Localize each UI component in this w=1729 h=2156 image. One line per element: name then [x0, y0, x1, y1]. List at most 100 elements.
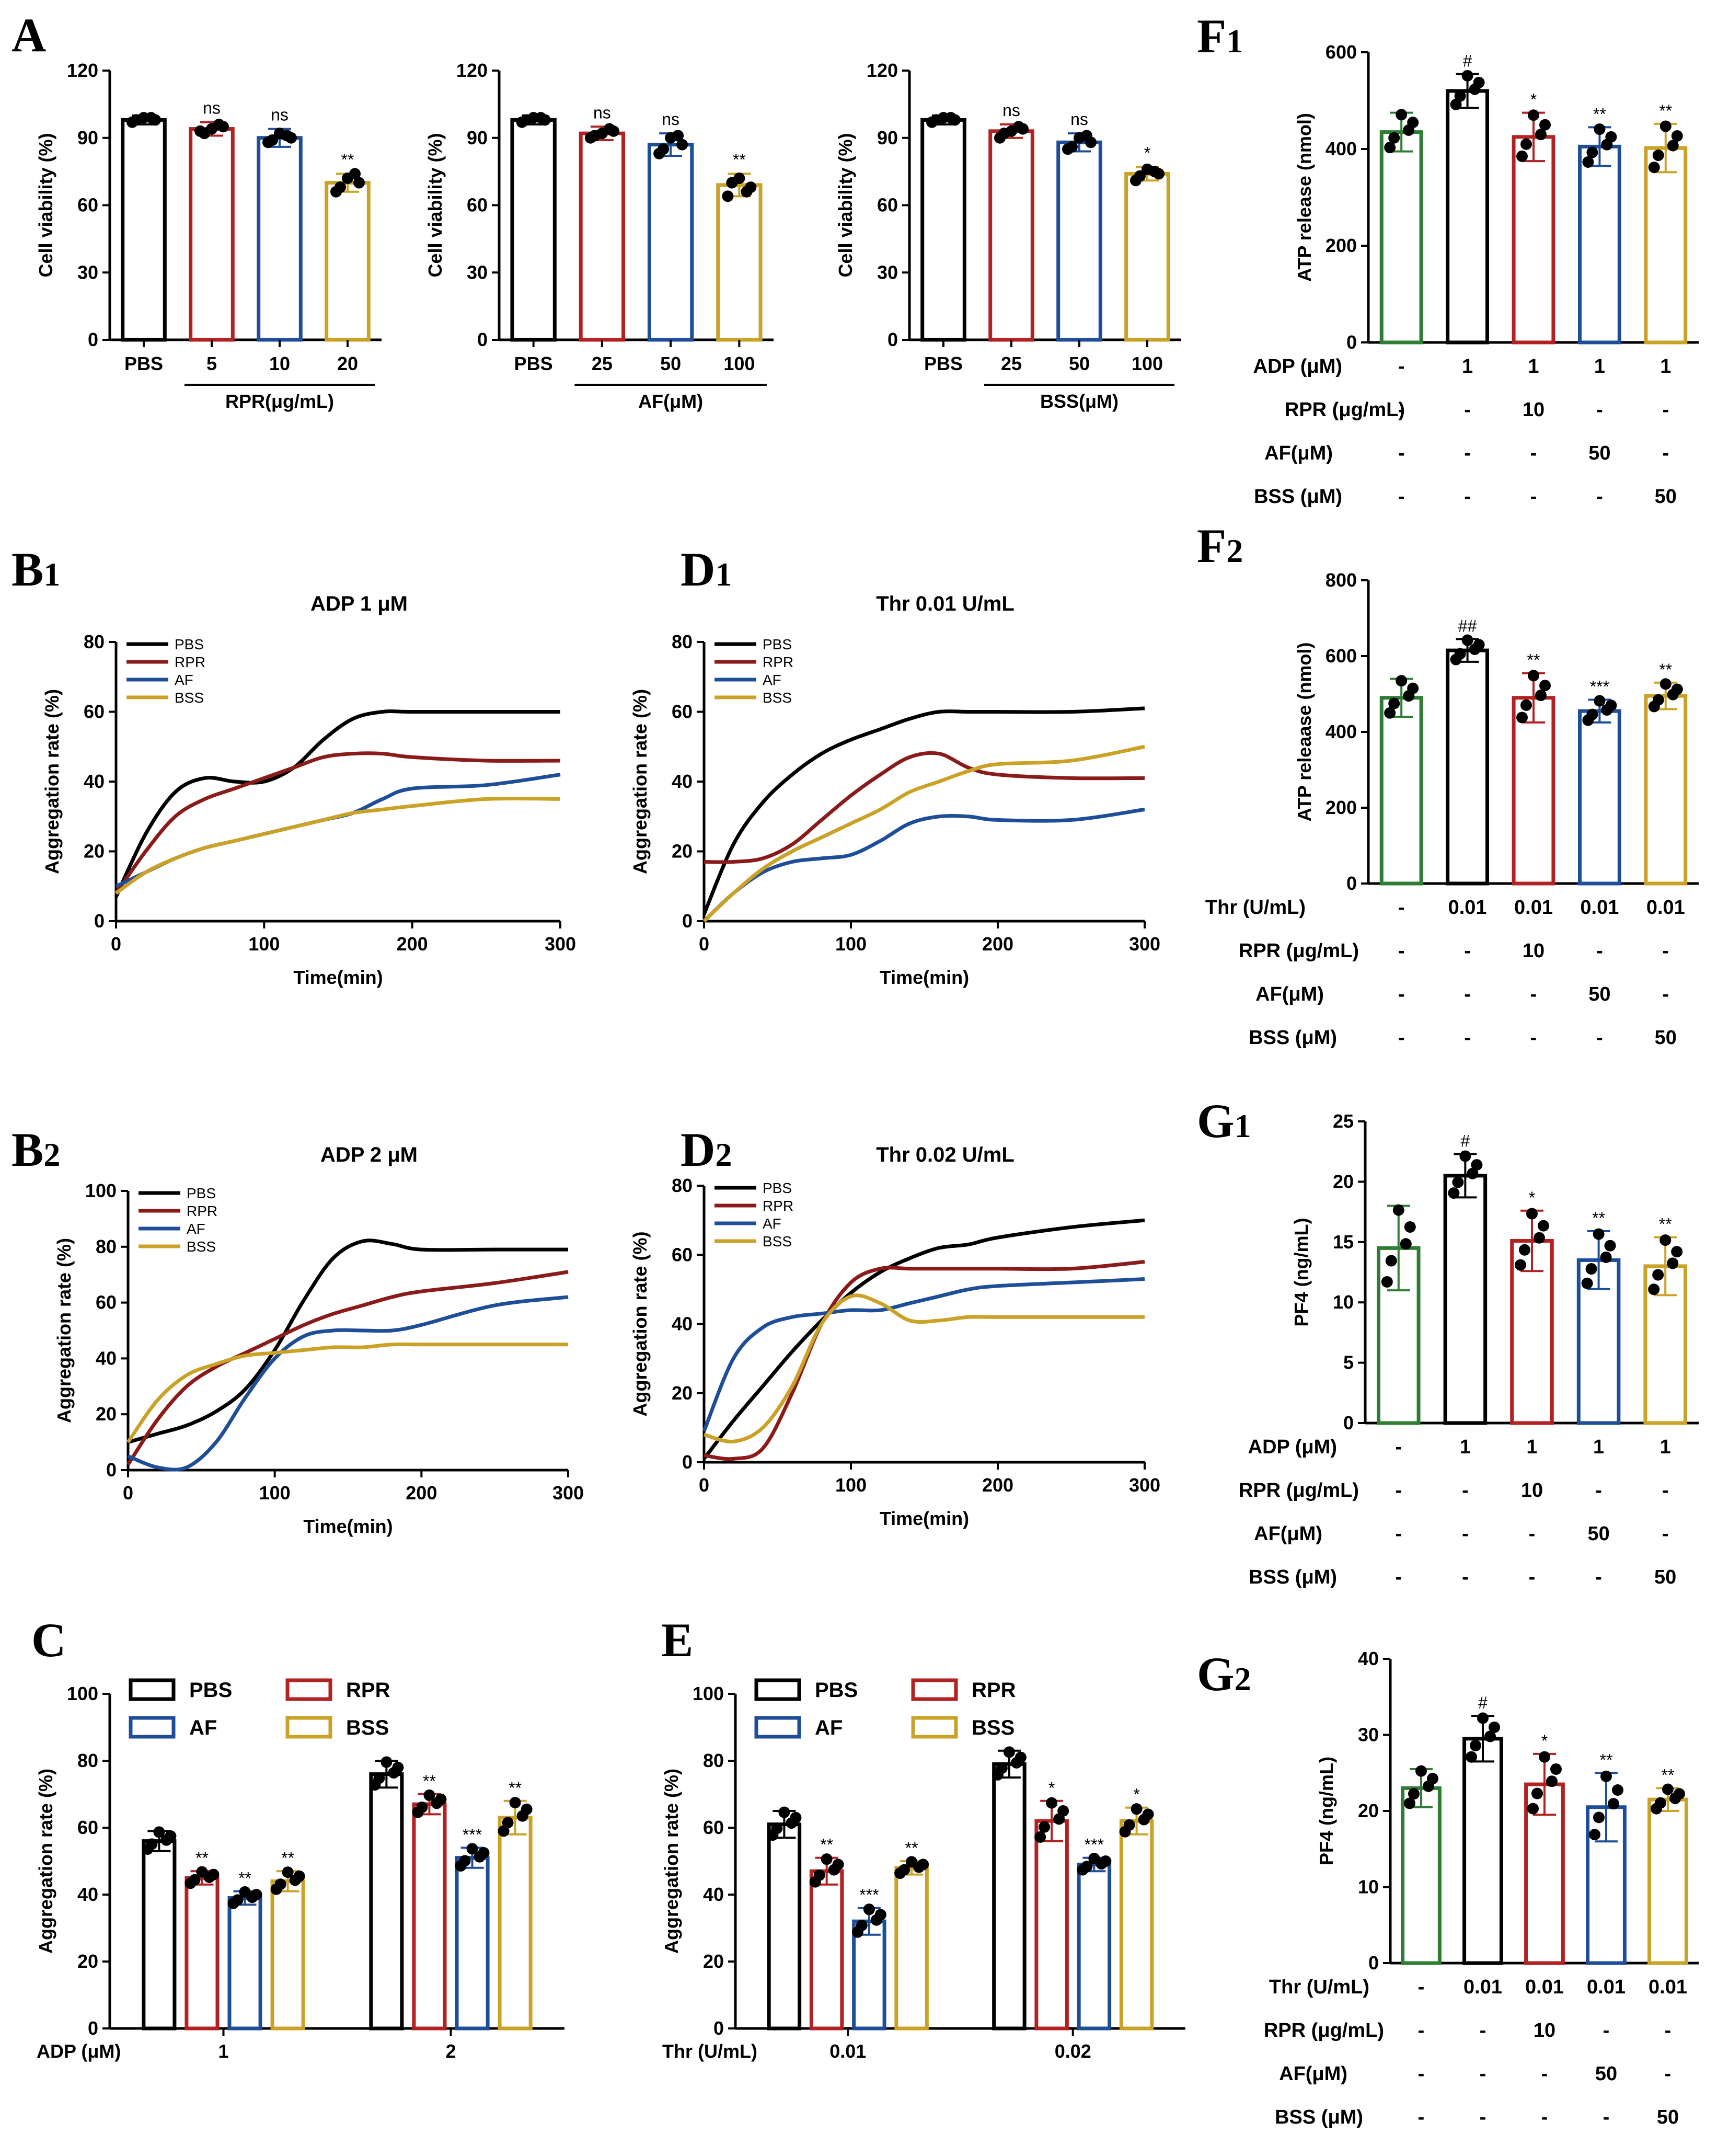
condition-cell: 50	[1595, 2063, 1617, 2085]
x-tick-label: 2	[445, 2040, 456, 2062]
legend-label: PBS	[763, 636, 792, 652]
bar	[809, 1869, 844, 2031]
significance-mark: ns	[271, 106, 289, 124]
panel-label-sub: 2	[43, 1136, 60, 1173]
significance-mark: **	[1600, 1750, 1613, 1769]
condition-label: AF(μM)	[1279, 2063, 1347, 2085]
chart-C: 0 20 40 60 80 100 Aggregation rate (%) ** ** ** 1 *…	[35, 1678, 564, 2062]
data-point	[289, 1874, 301, 1886]
condition-cell: -	[1665, 2063, 1672, 2085]
condition-label: Thr (U/mL)	[1269, 1976, 1369, 1998]
condition-cell: 1	[1594, 355, 1605, 377]
condition-cell: -	[1398, 399, 1405, 421]
x-tick-label: 0	[699, 1474, 709, 1496]
data-point	[786, 1817, 798, 1829]
bar	[270, 1879, 305, 2031]
x-tick-label: 0.02	[1055, 2040, 1091, 2062]
y-axis-label: ATP release (nmol)	[1294, 113, 1315, 282]
condition-cell: -	[1662, 940, 1669, 962]
data-point	[1403, 690, 1415, 702]
y-tick-label: 90	[467, 127, 488, 148]
condition-cell: 1	[1462, 355, 1473, 377]
data-point	[863, 1903, 875, 1916]
group-label: RPR(μg/mL)	[225, 391, 334, 412]
condition-cell: -	[1398, 940, 1405, 962]
data-point	[509, 1797, 521, 1808]
y-tick-label: 0	[1343, 1412, 1354, 1433]
legend-swatch	[911, 1716, 958, 1739]
legend-label: AF	[187, 1221, 205, 1237]
bar	[1077, 1862, 1112, 2031]
condition-cell: 50	[1588, 983, 1610, 1005]
data-point	[1538, 1220, 1549, 1232]
chart-title: ADP 1 μM	[310, 592, 408, 615]
y-tick-label: 100	[693, 1683, 724, 1704]
data-point	[160, 1834, 172, 1846]
data-point	[1669, 1792, 1681, 1804]
bar	[1379, 130, 1423, 345]
legend-label: AF	[763, 672, 781, 688]
condition-cell: -	[1595, 1566, 1602, 1588]
data-point	[416, 1801, 428, 1813]
panel-label-sub: 1	[43, 556, 60, 593]
x-tick-label: 5	[206, 353, 217, 374]
y-tick-label: 80	[84, 631, 105, 652]
bar	[1462, 1737, 1503, 1965]
data-point	[388, 1767, 400, 1779]
data-point	[589, 130, 601, 142]
y-tick-label: 60	[96, 1292, 117, 1313]
data-point	[1539, 680, 1551, 692]
y-tick-label: 0	[713, 2017, 724, 2039]
condition-label: ADP (μM)	[1253, 355, 1342, 377]
bar	[920, 118, 966, 342]
data-point	[1516, 712, 1528, 724]
condition-cell: -	[1464, 1027, 1471, 1049]
y-axis-label: Cell viability (%)	[835, 133, 856, 277]
significance-mark: #	[1463, 52, 1472, 71]
data-point	[232, 1894, 244, 1906]
condition-label: AF(μM)	[1254, 1523, 1322, 1545]
bar	[1401, 1786, 1442, 1965]
series-line	[702, 807, 1145, 923]
x-tick-label: 200	[982, 1474, 1013, 1496]
y-tick-label: 400	[1325, 138, 1357, 159]
data-point	[1384, 142, 1396, 154]
significance-mark: ns	[593, 103, 611, 122]
condition-cell: 0.01	[1463, 1976, 1502, 1998]
data-point	[1667, 689, 1679, 701]
significance-mark: *	[1530, 90, 1537, 109]
y-tick-label: 80	[703, 1750, 724, 1771]
condition-cell: -	[1603, 2106, 1610, 2128]
data-point	[930, 114, 942, 126]
panel-label: E	[661, 1613, 693, 1667]
data-point	[1528, 670, 1539, 682]
legend-label: PBS	[175, 636, 204, 652]
y-tick-label: 0	[682, 910, 693, 932]
condition-cell: -	[1541, 2106, 1548, 2128]
x-tick-label: 100	[835, 933, 867, 955]
chart-A2: 0 30 60 90 120 Cell viability (%) PBS 25 ns 50 ns 1…	[424, 60, 774, 412]
legend-swatch	[285, 1716, 332, 1739]
x-axis-label: Time(min)	[293, 967, 383, 988]
condition-cell: -	[1418, 2063, 1425, 2085]
data-point	[1539, 1751, 1550, 1763]
y-tick-label: 120	[456, 60, 488, 81]
bar	[412, 1802, 447, 2031]
data-point	[1489, 1721, 1500, 1733]
series-line	[704, 1259, 1145, 1461]
condition-cell: -	[1596, 399, 1603, 421]
condition-cell: -	[1480, 2063, 1486, 2085]
x-tick-label: 300	[545, 933, 576, 955]
data-point	[1600, 1770, 1612, 1782]
x-tick-label: 200	[982, 933, 1013, 955]
chart-title: Thr 0.01 U/mL	[876, 592, 1015, 615]
condition-cell: -	[1662, 1480, 1669, 1501]
condition-label: AF(μM)	[1255, 983, 1324, 1005]
significance-mark: **	[341, 150, 354, 169]
condition-cell: -	[1530, 442, 1537, 464]
legend-label: RPR	[763, 654, 793, 670]
legend-label: PBS	[189, 1679, 232, 1702]
bar	[185, 1876, 220, 2031]
data-point	[1034, 1831, 1046, 1843]
bar	[142, 1839, 177, 2031]
